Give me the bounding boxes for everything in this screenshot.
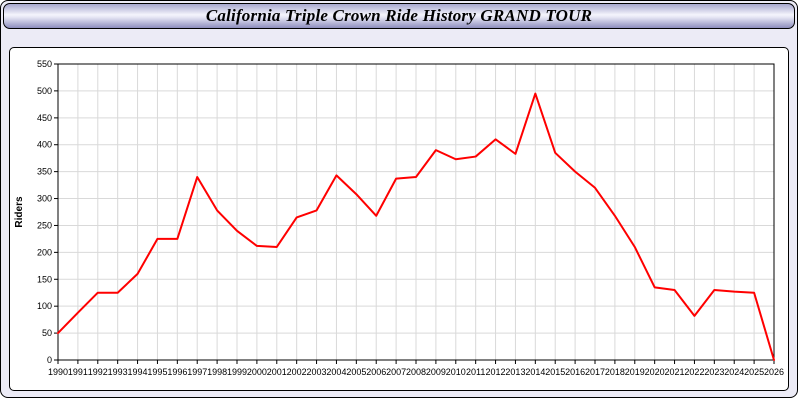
- svg-text:2001: 2001: [267, 367, 287, 377]
- svg-text:1995: 1995: [147, 367, 167, 377]
- page-title: California Triple Crown Ride History GRA…: [205, 6, 593, 25]
- svg-text:2008: 2008: [406, 367, 426, 377]
- svg-text:2025: 2025: [744, 367, 764, 377]
- title-bar: California Triple Crown Ride History GRA…: [3, 3, 795, 29]
- svg-text:500: 500: [37, 86, 52, 96]
- svg-text:2017: 2017: [585, 367, 605, 377]
- svg-text:2012: 2012: [486, 367, 506, 377]
- svg-text:400: 400: [37, 140, 52, 150]
- svg-text:1992: 1992: [88, 367, 108, 377]
- svg-text:1990: 1990: [48, 367, 68, 377]
- svg-text:50: 50: [42, 328, 52, 338]
- svg-text:200: 200: [37, 247, 52, 257]
- svg-text:450: 450: [37, 113, 52, 123]
- svg-text:1994: 1994: [128, 367, 148, 377]
- svg-text:1999: 1999: [227, 367, 247, 377]
- svg-text:2005: 2005: [346, 367, 366, 377]
- svg-text:2016: 2016: [565, 367, 585, 377]
- svg-text:2020: 2020: [645, 367, 665, 377]
- svg-text:1991: 1991: [68, 367, 88, 377]
- svg-text:1996: 1996: [167, 367, 187, 377]
- svg-text:2018: 2018: [605, 367, 625, 377]
- chart-container: 0 50 100 150 200 250 300 350 400 450 500 550 1990 199…: [9, 47, 789, 391]
- svg-text:2019: 2019: [625, 367, 645, 377]
- svg-text:2000: 2000: [247, 367, 267, 377]
- svg-text:2002: 2002: [287, 367, 307, 377]
- svg-text:2026: 2026: [764, 367, 784, 377]
- svg-text:2007: 2007: [386, 367, 406, 377]
- svg-text:2024: 2024: [724, 367, 744, 377]
- svg-text:2013: 2013: [505, 367, 525, 377]
- svg-text:2006: 2006: [366, 367, 386, 377]
- svg-text:250: 250: [37, 220, 52, 230]
- svg-text:0: 0: [47, 355, 52, 365]
- svg-text:2022: 2022: [684, 367, 704, 377]
- svg-text:1998: 1998: [207, 367, 227, 377]
- svg-text:2023: 2023: [704, 367, 724, 377]
- svg-text:1997: 1997: [187, 367, 207, 377]
- svg-text:350: 350: [37, 167, 52, 177]
- svg-text:2011: 2011: [466, 367, 485, 377]
- svg-text:2004: 2004: [326, 367, 346, 377]
- svg-text:Riders: Riders: [14, 196, 25, 228]
- svg-text:2003: 2003: [307, 367, 327, 377]
- svg-text:150: 150: [37, 274, 52, 284]
- svg-text:2009: 2009: [426, 367, 446, 377]
- svg-text:2021: 2021: [665, 367, 685, 377]
- svg-text:100: 100: [37, 301, 52, 311]
- svg-text:2015: 2015: [545, 367, 565, 377]
- svg-text:1993: 1993: [108, 367, 128, 377]
- svg-text:550: 550: [37, 59, 52, 69]
- svg-text:2014: 2014: [525, 367, 545, 377]
- svg-text:2010: 2010: [446, 367, 466, 377]
- svg-text:300: 300: [37, 194, 52, 204]
